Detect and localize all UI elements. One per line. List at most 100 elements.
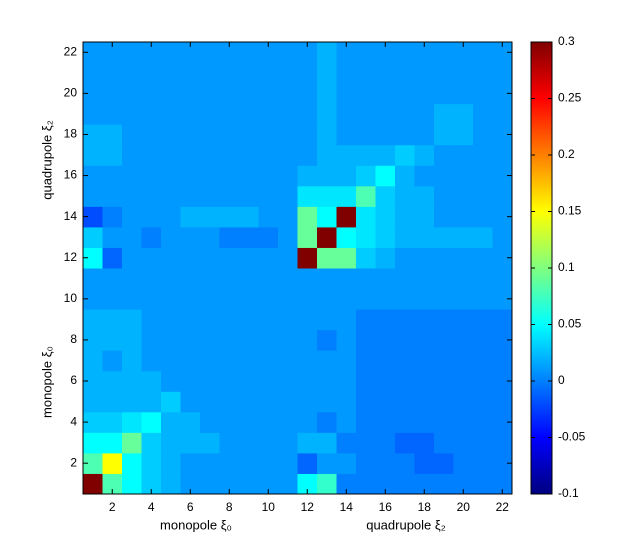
- y-tick-label: 20: [64, 86, 78, 100]
- heatmap-cell: [414, 165, 435, 187]
- heatmap-cell: [239, 391, 259, 413]
- heatmap-cell: [492, 268, 513, 290]
- heatmap-cell: [219, 452, 240, 474]
- heatmap-cell: [414, 473, 435, 495]
- heatmap-cell: [141, 411, 162, 433]
- heatmap-cell: [102, 432, 123, 454]
- heatmap-cell: [297, 370, 318, 392]
- heatmap-cell: [219, 268, 240, 290]
- heatmap-cell: [492, 329, 513, 351]
- heatmap-cell: [200, 329, 220, 351]
- x-tick-label: 14: [340, 500, 354, 514]
- heatmap-cell: [356, 83, 376, 105]
- heatmap-cell: [414, 329, 435, 351]
- heatmap-cell: [258, 103, 279, 125]
- heatmap-cell: [161, 309, 181, 331]
- heatmap-cell: [473, 329, 493, 351]
- heatmap-cell: [219, 411, 240, 433]
- heatmap-cell: [161, 124, 181, 146]
- heatmap-cell: [161, 247, 181, 269]
- heatmap-cell: [297, 391, 318, 413]
- heatmap-cell: [297, 452, 318, 474]
- heatmap-cell: [375, 288, 396, 310]
- colorbar-tick-label: 0.1: [558, 260, 575, 274]
- heatmap-cell: [180, 42, 201, 64]
- heatmap-cell: [356, 185, 376, 207]
- heatmap-cell: [141, 329, 162, 351]
- heatmap-cell: [83, 452, 103, 474]
- heatmap-cell: [453, 370, 474, 392]
- heatmap-cell: [102, 83, 123, 105]
- heatmap-cell: [122, 329, 142, 351]
- heatmap-cell: [492, 42, 513, 64]
- heatmap-cell: [434, 247, 454, 269]
- heatmap-cell: [297, 288, 318, 310]
- heatmap-cell: [122, 391, 142, 413]
- heatmap-cell: [375, 350, 396, 372]
- heatmap-cell: [161, 452, 181, 474]
- heatmap-cell: [395, 268, 415, 290]
- heatmap-cell: [473, 452, 493, 474]
- heatmap-cell: [180, 206, 201, 228]
- heatmap-cell: [180, 268, 201, 290]
- heatmap-cell: [317, 247, 337, 269]
- heatmap-cell: [473, 206, 493, 228]
- heatmap-cell: [161, 432, 181, 454]
- heatmap-cell: [278, 42, 298, 64]
- heatmap-cell: [180, 432, 201, 454]
- heatmap-cell: [395, 103, 415, 125]
- heatmap-cell: [83, 268, 103, 290]
- heatmap-cell: [180, 309, 201, 331]
- heatmap-cell: [414, 452, 435, 474]
- heatmap-cell: [122, 62, 142, 84]
- heatmap-cell: [356, 268, 376, 290]
- heatmap-cell: [473, 473, 493, 495]
- heatmap-cell: [473, 411, 493, 433]
- heatmap-cell: [278, 62, 298, 84]
- heatmap-cell: [83, 473, 103, 495]
- heatmap-cell: [141, 309, 162, 331]
- heatmap-cell: [375, 452, 396, 474]
- heatmap-cell: [414, 411, 435, 433]
- heatmap-cell: [297, 268, 318, 290]
- heatmap-cell: [375, 411, 396, 433]
- heatmap-cell: [297, 83, 318, 105]
- heatmap-cell: [141, 124, 162, 146]
- heatmap-cell: [414, 432, 435, 454]
- heatmap-cell: [317, 411, 337, 433]
- heatmap-cell: [434, 370, 454, 392]
- heatmap-cell: [375, 103, 396, 125]
- heatmap-cell: [180, 185, 201, 207]
- heatmap-cell: [492, 432, 513, 454]
- heatmap-cell: [414, 226, 435, 248]
- heatmap-cell: [434, 350, 454, 372]
- heatmap-cell: [219, 165, 240, 187]
- heatmap-cell: [141, 42, 162, 64]
- heatmap-cell: [258, 185, 279, 207]
- heatmap-cell: [395, 452, 415, 474]
- heatmap-cell: [375, 473, 396, 495]
- heatmap-cell: [239, 411, 259, 433]
- heatmap-cell: [492, 226, 513, 248]
- heatmap-cell: [102, 42, 123, 64]
- colorbar-tick-label: -0.05: [558, 430, 586, 444]
- heatmap-cell: [317, 83, 337, 105]
- heatmap-cell: [278, 165, 298, 187]
- heatmap-cell: [83, 370, 103, 392]
- y-tick-label: 14: [64, 209, 78, 223]
- heatmap-cell: [317, 329, 337, 351]
- heatmap-cell: [258, 473, 279, 495]
- heatmap-cell: [102, 165, 123, 187]
- heatmap-cell: [258, 206, 279, 228]
- heatmap-cell: [239, 83, 259, 105]
- heatmap-cell: [453, 309, 474, 331]
- heatmap-cell: [336, 83, 357, 105]
- heatmap-cell: [161, 144, 181, 166]
- heatmap-cell: [180, 144, 201, 166]
- heatmap-cell: [278, 206, 298, 228]
- heatmap-cell: [219, 288, 240, 310]
- heatmap-cell: [453, 350, 474, 372]
- heatmap-cell: [453, 247, 474, 269]
- heatmap-cell: [83, 247, 103, 269]
- heatmap-cell: [258, 452, 279, 474]
